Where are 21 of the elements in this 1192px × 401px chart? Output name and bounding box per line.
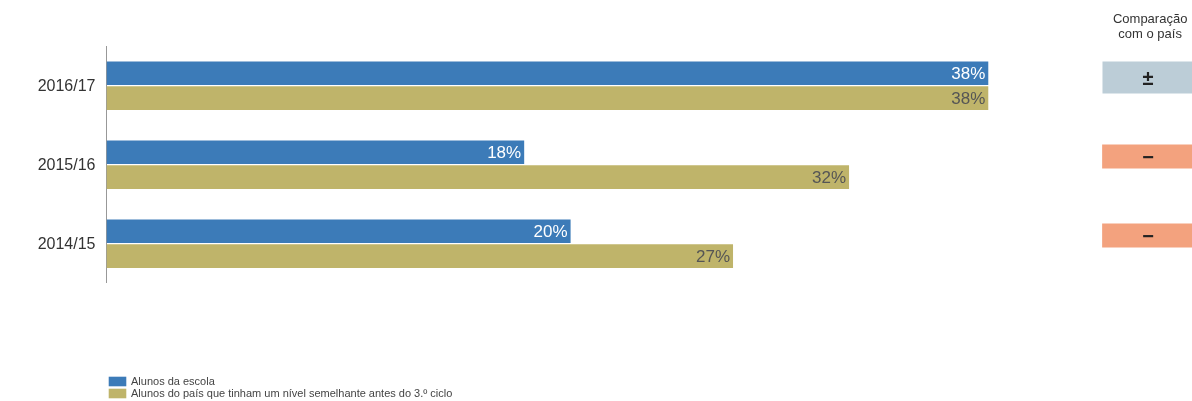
data-label: 20% bbox=[533, 221, 568, 241]
bar bbox=[106, 86, 989, 110]
bar bbox=[106, 140, 525, 165]
data-label: 32% bbox=[812, 167, 847, 187]
legend-label: Alunos do país que tinham um nível semelhante antes do 3.º ciclo bbox=[131, 387, 453, 399]
data-label: 27% bbox=[696, 246, 731, 266]
data-label: 38% bbox=[951, 88, 986, 108]
bar bbox=[106, 244, 734, 268]
text: − bbox=[1142, 224, 1154, 247]
data-label: 38% bbox=[951, 63, 986, 83]
legend-label: Alunos da escola bbox=[131, 375, 215, 387]
y-tick-label: 2015/16 bbox=[37, 156, 96, 173]
bar bbox=[106, 219, 571, 244]
y-tick-label: 2016/17 bbox=[37, 77, 96, 94]
text: Comparação com o país bbox=[1112, 11, 1188, 42]
bar bbox=[106, 165, 850, 189]
bar bbox=[106, 61, 989, 86]
y-tick-label: 2014/15 bbox=[37, 235, 96, 252]
text: − bbox=[1142, 145, 1154, 168]
text: ± bbox=[1142, 66, 1154, 89]
data-label: 18% bbox=[487, 142, 522, 162]
